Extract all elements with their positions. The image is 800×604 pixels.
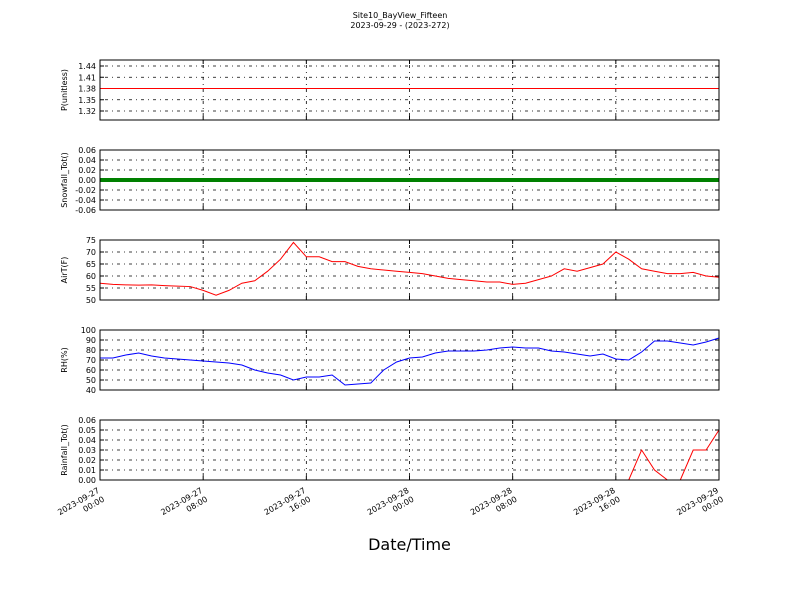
y-tick-label: 0.00 <box>78 176 96 185</box>
y-tick-label: 1.35 <box>78 96 96 105</box>
y-tick-label: 65 <box>86 260 96 269</box>
y-tick-label: 1.44 <box>78 62 96 71</box>
y-axis-label: P(unitless) <box>60 69 69 111</box>
y-tick-label: 55 <box>86 284 96 293</box>
x-tick-label: 2023-09-2816:00 <box>572 486 622 526</box>
y-tick-label: 60 <box>86 366 96 375</box>
x-axis-label: Date/Time <box>368 535 451 554</box>
y-axis-label: AirT(F) <box>60 257 69 284</box>
y-tick-label: 0.04 <box>78 436 96 445</box>
y-tick-label: 0.00 <box>78 476 96 485</box>
y-tick-label: 0.06 <box>78 416 96 425</box>
data-line <box>100 337 720 386</box>
x-tick-label: 2023-09-2800:00 <box>366 486 416 526</box>
y-tick-label: 60 <box>86 272 96 281</box>
y-tick-label: 1.41 <box>78 73 96 82</box>
y-axis-label: Snowfall_Tot() <box>60 152 69 208</box>
y-tick-label: 0.06 <box>78 146 96 155</box>
y-tick-label: -0.06 <box>75 206 96 215</box>
y-tick-label: 0.01 <box>78 466 96 475</box>
figure-title: Site10_BayView_Fifteen <box>353 11 448 20</box>
x-tick-label: 2023-09-2716:00 <box>263 486 313 526</box>
x-tick-label: 2023-09-2708:00 <box>159 486 209 526</box>
y-tick-label: 50 <box>86 296 96 305</box>
y-tick-label: 70 <box>86 356 96 365</box>
plot-frame <box>99 329 720 391</box>
y-tick-label: 1.32 <box>78 107 96 116</box>
y-tick-label: 90 <box>86 336 96 345</box>
y-tick-label: 80 <box>86 346 96 355</box>
x-tick-label: 2023-09-2900:00 <box>675 486 725 526</box>
y-tick-label: 100 <box>81 326 96 335</box>
y-tick-label: -0.04 <box>75 196 96 205</box>
y-tick-label: 50 <box>86 376 96 385</box>
figure-subtitle: 2023-09-29 - (2023-272) <box>350 21 449 30</box>
plot-frame <box>99 419 720 481</box>
y-tick-label: 40 <box>86 386 96 395</box>
y-tick-label: 70 <box>86 248 96 257</box>
plot-frame <box>99 59 720 121</box>
plot-frame <box>99 239 720 301</box>
y-tick-label: 0.04 <box>78 156 96 165</box>
data-line <box>99 241 720 296</box>
y-tick-label: 1.38 <box>78 85 96 94</box>
y-tick-label: 0.02 <box>78 456 96 465</box>
plot-frame <box>99 149 720 211</box>
y-tick-label: 0.03 <box>78 446 96 455</box>
y-tick-label: 75 <box>86 236 96 245</box>
x-tick-label: 2023-09-2700:00 <box>56 486 106 526</box>
y-tick-label: 0.02 <box>78 166 96 175</box>
y-axis-label: RH(%) <box>60 347 69 372</box>
y-tick-label: 0.05 <box>78 426 96 435</box>
y-tick-label: -0.02 <box>75 186 96 195</box>
x-tick-label: 2023-09-2808:00 <box>469 486 519 526</box>
y-axis-label: Rainfall_Tot() <box>60 424 69 476</box>
